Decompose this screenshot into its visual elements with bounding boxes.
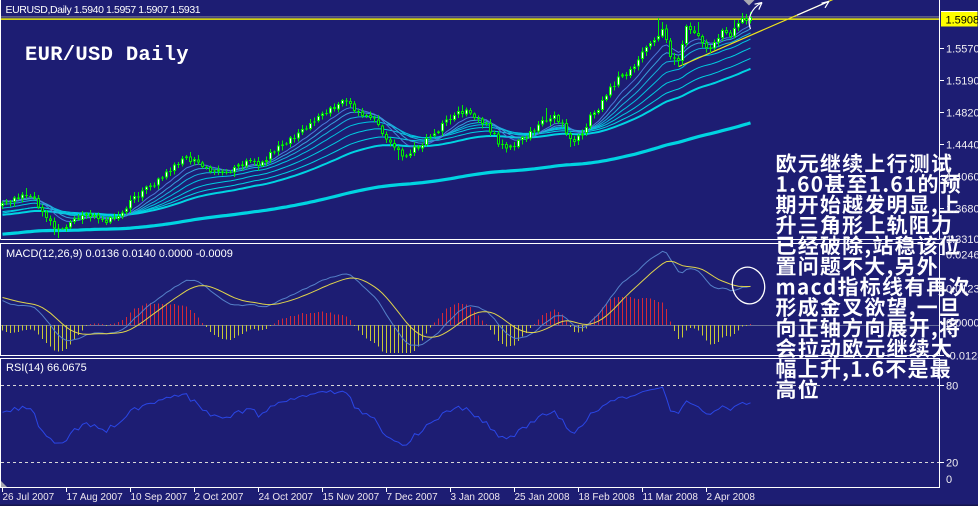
- svg-text:1.4060: 1.4060: [946, 172, 978, 184]
- svg-text:EUR/USD Daily: EUR/USD Daily: [25, 44, 189, 67]
- svg-text:0.0123: 0.0123: [946, 284, 978, 296]
- svg-text:25 Jan 2008: 25 Jan 2008: [515, 492, 570, 503]
- svg-text:10 Sep 2007: 10 Sep 2007: [131, 492, 188, 503]
- svg-text:1.5190: 1.5190: [946, 76, 978, 88]
- svg-text:18 Feb 2008: 18 Feb 2008: [579, 492, 636, 503]
- svg-text:11 Mar 2008: 11 Mar 2008: [643, 492, 699, 503]
- svg-text:1.3310: 1.3310: [946, 234, 978, 246]
- svg-text:3 Jan 2008: 3 Jan 2008: [451, 492, 501, 503]
- svg-text:20: 20: [946, 458, 958, 470]
- svg-text:1.5908: 1.5908: [946, 15, 978, 27]
- svg-text:1.5570: 1.5570: [946, 44, 978, 56]
- svg-text:EURUSD,Daily 1.5940 1.5957 1.: EURUSD,Daily 1.5940 1.5957 1.5907 1.5931: [6, 4, 201, 16]
- svg-text:1.4820: 1.4820: [946, 108, 978, 120]
- svg-text:0.0246: 0.0246: [946, 250, 978, 262]
- svg-text:0.0000: 0.0000: [946, 318, 978, 330]
- svg-text:RSI(14) 66.0675: RSI(14) 66.0675: [6, 362, 87, 374]
- svg-text:2 Apr 2008: 2 Apr 2008: [707, 492, 756, 503]
- svg-text:MACD(12,26,9) 0.0136 0.0140 0.: MACD(12,26,9) 0.0136 0.0140 0.0000 -0.00…: [6, 248, 233, 260]
- svg-text:0: 0: [946, 474, 952, 486]
- svg-text:24 Oct 2007: 24 Oct 2007: [259, 492, 314, 503]
- svg-text:80: 80: [946, 381, 958, 393]
- svg-text:1.4440: 1.4440: [946, 140, 978, 152]
- svg-text:2 Oct 2007: 2 Oct 2007: [195, 492, 244, 503]
- svg-text:7 Dec 2007: 7 Dec 2007: [387, 492, 439, 503]
- svg-text:17 Aug 2007: 17 Aug 2007: [67, 492, 124, 503]
- svg-text:26 Jul 2007: 26 Jul 2007: [3, 492, 55, 503]
- svg-text:15 Nov 2007: 15 Nov 2007: [323, 492, 380, 503]
- svg-text:1.3680: 1.3680: [946, 204, 978, 216]
- svg-text:-0.0123: -0.0123: [946, 351, 978, 363]
